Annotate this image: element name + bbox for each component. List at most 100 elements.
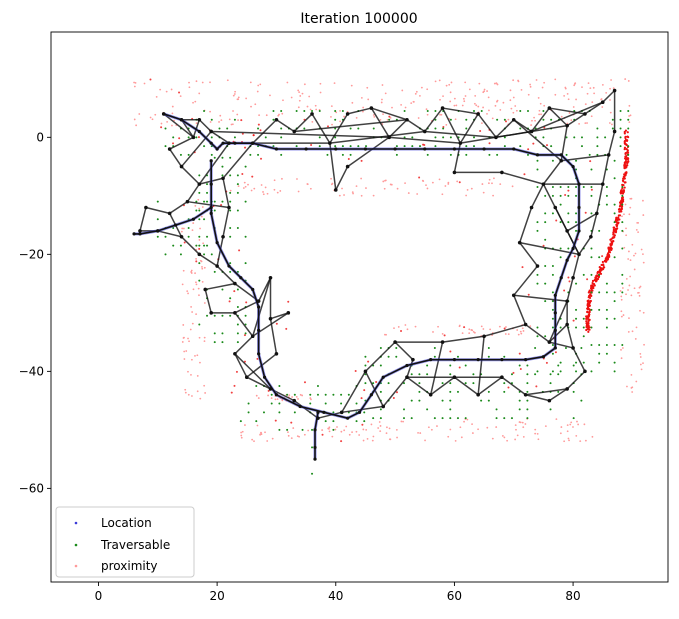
proximity-point: [404, 106, 407, 109]
traversable-point: [426, 408, 429, 411]
proximity-point: [340, 440, 343, 443]
proximity-point: [611, 240, 615, 243]
graph-node: [606, 153, 611, 157]
traversable-point: [596, 127, 599, 130]
proximity-point: [627, 80, 630, 82]
proximity-point: [449, 100, 452, 103]
proximity-point: [499, 109, 502, 111]
traversable-point: [567, 194, 570, 197]
proximity-point: [609, 99, 611, 101]
traversable-point: [559, 203, 562, 206]
x-tick-label: 20: [209, 589, 224, 603]
proximity-point: [179, 95, 182, 98]
proximity-point: [574, 82, 577, 85]
graph-edge: [163, 113, 194, 138]
proximity-point: [615, 224, 618, 228]
location-point: [313, 457, 317, 461]
proximity-point: [331, 182, 334, 185]
proximity-point: [244, 185, 247, 188]
graph-node: [144, 205, 148, 210]
proximity-point: [172, 142, 175, 145]
graph-node: [440, 106, 445, 110]
graph-node: [197, 252, 202, 257]
proximity-point: [264, 431, 266, 434]
traversable-point: [536, 186, 539, 189]
traversable-point: [510, 417, 513, 420]
proximity-point: [388, 427, 391, 430]
proximity-point: [389, 116, 392, 119]
traversable-point: [418, 382, 421, 385]
traversable-point: [496, 118, 499, 121]
traversable-point: [213, 156, 216, 159]
traversable-point: [433, 355, 436, 358]
location-point: [257, 305, 261, 309]
proximity-point: [590, 287, 593, 290]
proximity-point: [629, 259, 632, 262]
proximity-point: [260, 431, 262, 434]
proximity-point: [499, 183, 502, 186]
proximity-point: [634, 338, 637, 340]
location-point: [429, 358, 433, 362]
proximity-point: [606, 256, 610, 259]
proximity-point: [523, 173, 526, 176]
proximity-point: [628, 115, 630, 117]
proximity-point: [407, 192, 410, 194]
proximity-point: [195, 283, 198, 286]
proximity-point: [331, 435, 334, 438]
traversable-point: [286, 428, 289, 431]
proximity-point: [281, 112, 284, 115]
proximity-point: [269, 94, 271, 97]
graph-node: [523, 392, 528, 397]
proximity-point: [522, 330, 525, 332]
traversable-point: [619, 127, 622, 130]
traversable-point: [203, 200, 206, 203]
proximity-point: [372, 114, 375, 116]
graph-node: [393, 340, 397, 344]
proximity-point: [537, 97, 540, 99]
graph-node: [452, 375, 457, 380]
proximity-point: [488, 142, 491, 145]
traversable-point: [164, 127, 167, 130]
plot-frame: [50, 31, 669, 583]
proximity-point: [278, 113, 280, 116]
traversable-point: [480, 109, 483, 112]
graph-node: [191, 135, 196, 140]
proximity-point: [589, 87, 592, 90]
proximity-point: [191, 311, 194, 313]
proximity-point: [521, 421, 524, 424]
proximity-point: [183, 350, 186, 353]
proximity-point: [502, 101, 505, 104]
proximity-point: [149, 78, 152, 81]
proximity-point: [267, 394, 269, 397]
graph-edge: [364, 341, 396, 372]
proximity-point: [537, 438, 540, 441]
traversable-point: [503, 118, 506, 121]
graph-node: [571, 275, 575, 280]
traversable-point: [619, 109, 622, 112]
proximity-point: [200, 215, 203, 218]
proximity-point: [319, 82, 322, 85]
proximity-points: [133, 78, 645, 443]
proximity-point: [612, 229, 615, 233]
proximity-point: [290, 421, 293, 424]
proximity-point: [187, 370, 189, 373]
proximity-point: [605, 91, 608, 94]
proximity-point: [238, 249, 241, 252]
traversable-point: [449, 390, 452, 393]
graph-edge: [388, 119, 408, 138]
traversable-point: [311, 428, 314, 431]
proximity-point: [424, 439, 426, 442]
traversable-point: [449, 382, 452, 385]
traversable-point: [544, 238, 547, 241]
traversable-point: [613, 203, 616, 206]
graph-edge: [566, 370, 586, 390]
graph-edge: [542, 183, 556, 208]
proximity-point: [466, 418, 469, 421]
proximity-point: [470, 187, 473, 190]
traversable-point: [236, 323, 239, 326]
traversable-point: [551, 291, 554, 294]
proximity-point: [447, 435, 450, 438]
proximity-point: [566, 430, 569, 433]
proximity-point: [265, 114, 268, 117]
proximity-point: [587, 318, 590, 321]
